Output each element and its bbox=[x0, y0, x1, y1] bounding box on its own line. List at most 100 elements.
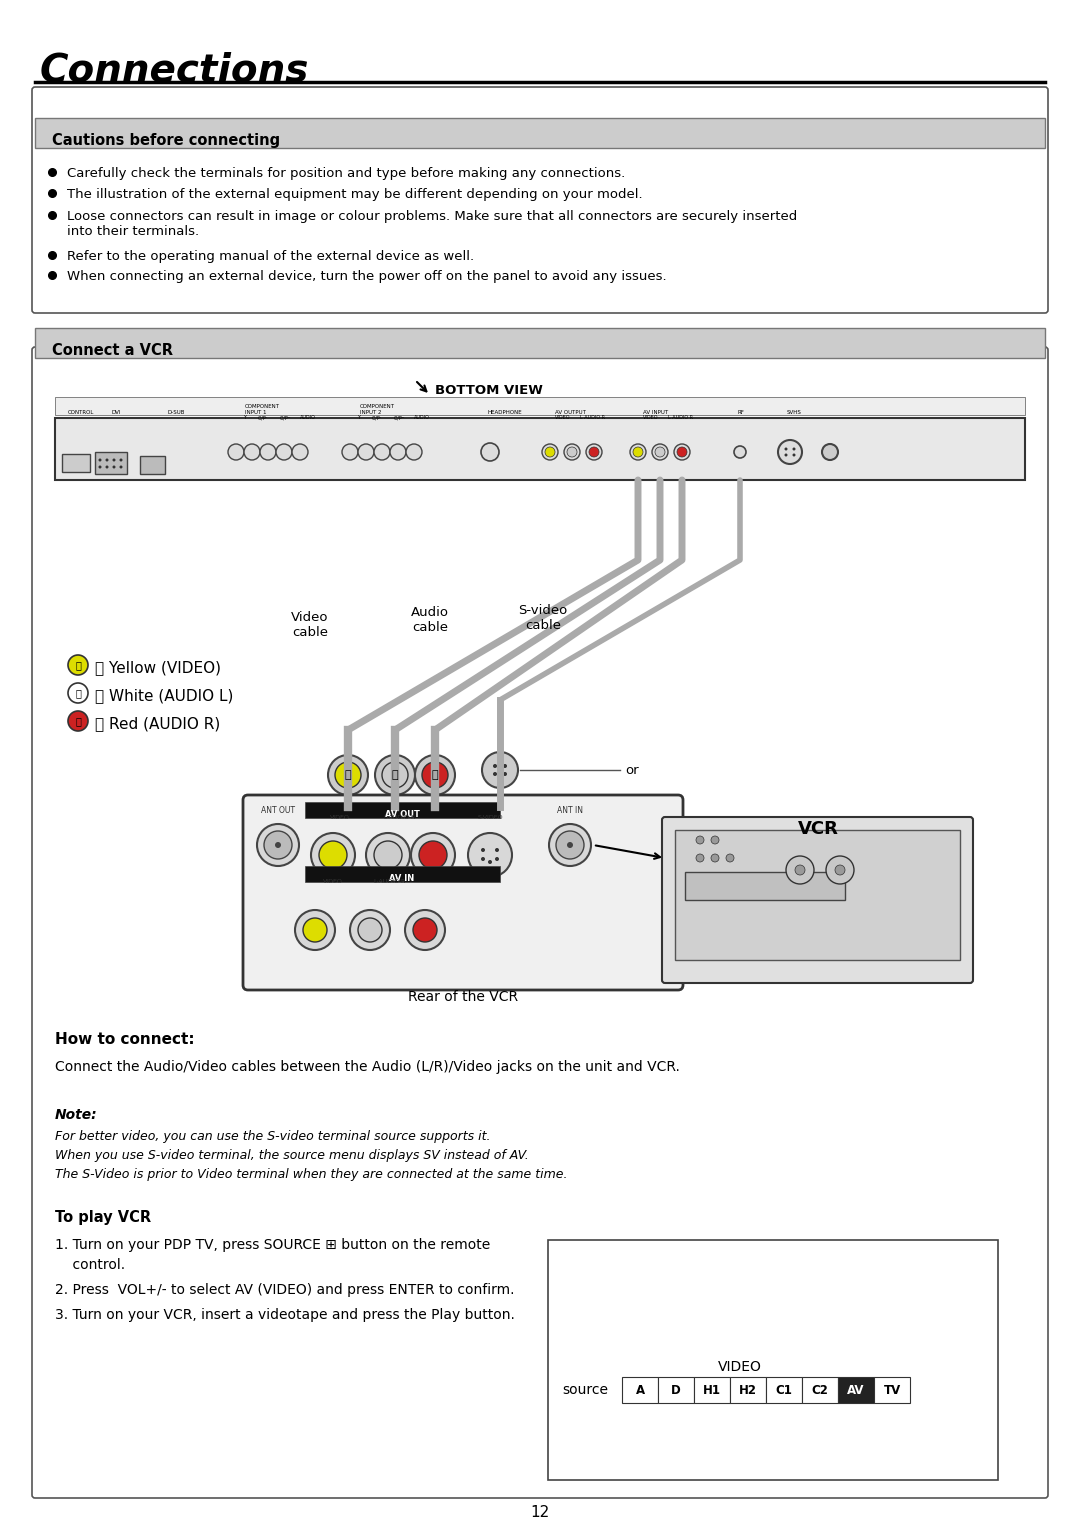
Bar bbox=[838, 1377, 874, 1403]
Circle shape bbox=[549, 825, 591, 866]
Circle shape bbox=[826, 857, 854, 884]
Text: Video
cable: Video cable bbox=[292, 611, 328, 638]
Circle shape bbox=[228, 444, 244, 460]
Circle shape bbox=[374, 444, 390, 460]
Text: VIDEO: VIDEO bbox=[718, 1361, 761, 1374]
Circle shape bbox=[726, 854, 734, 863]
Circle shape bbox=[564, 444, 580, 460]
Circle shape bbox=[311, 834, 355, 876]
Circle shape bbox=[257, 825, 299, 866]
Bar bbox=[95, 452, 127, 473]
Bar bbox=[548, 1240, 998, 1480]
Circle shape bbox=[711, 835, 719, 844]
Circle shape bbox=[778, 440, 802, 464]
Circle shape bbox=[335, 762, 361, 788]
Circle shape bbox=[342, 444, 357, 460]
Text: VIDEO: VIDEO bbox=[330, 815, 350, 820]
Text: D: D bbox=[671, 1383, 680, 1397]
Circle shape bbox=[68, 655, 87, 675]
Circle shape bbox=[357, 918, 382, 942]
Circle shape bbox=[303, 918, 327, 942]
Circle shape bbox=[630, 444, 646, 460]
Text: AV OUTPUT: AV OUTPUT bbox=[555, 411, 585, 415]
Text: L·AUDIO·R: L·AUDIO·R bbox=[383, 815, 416, 820]
Text: VIDEO: VIDEO bbox=[555, 415, 570, 420]
Circle shape bbox=[652, 444, 669, 460]
Circle shape bbox=[292, 444, 308, 460]
Circle shape bbox=[589, 447, 599, 457]
Text: Note:: Note: bbox=[55, 1109, 97, 1122]
Circle shape bbox=[120, 458, 122, 461]
Circle shape bbox=[328, 754, 368, 796]
Text: ⓨ: ⓨ bbox=[76, 660, 81, 670]
Text: AV: AV bbox=[847, 1383, 865, 1397]
Circle shape bbox=[786, 857, 814, 884]
Text: ⓨ Yellow (VIDEO): ⓨ Yellow (VIDEO) bbox=[95, 660, 221, 675]
Bar bbox=[140, 457, 165, 473]
Circle shape bbox=[411, 834, 455, 876]
Text: HEADPHONE: HEADPHONE bbox=[487, 411, 522, 415]
Text: ⓦ: ⓦ bbox=[392, 770, 399, 780]
FancyBboxPatch shape bbox=[243, 796, 683, 989]
Text: AUDIO: AUDIO bbox=[414, 415, 430, 420]
Text: 3. Turn on your VCR, insert a videotape and press the Play button.: 3. Turn on your VCR, insert a videotape … bbox=[55, 1309, 515, 1322]
Circle shape bbox=[793, 447, 796, 450]
Bar bbox=[694, 1377, 730, 1403]
Text: VIDEO: VIDEO bbox=[323, 880, 343, 884]
Circle shape bbox=[795, 864, 805, 875]
Bar bbox=[874, 1377, 910, 1403]
Circle shape bbox=[422, 762, 448, 788]
Text: Rear of the VCR: Rear of the VCR bbox=[408, 989, 518, 1003]
Circle shape bbox=[503, 764, 507, 768]
Circle shape bbox=[784, 447, 787, 450]
Text: H2: H2 bbox=[739, 1383, 757, 1397]
Text: BOTTOM VIEW: BOTTOM VIEW bbox=[435, 383, 543, 397]
Circle shape bbox=[112, 458, 116, 461]
Circle shape bbox=[793, 454, 796, 457]
Circle shape bbox=[822, 444, 838, 460]
Bar bbox=[62, 454, 90, 472]
Bar bbox=[305, 802, 500, 818]
Circle shape bbox=[734, 446, 746, 458]
Text: AV INPUT: AV INPUT bbox=[643, 411, 669, 415]
Text: A: A bbox=[635, 1383, 645, 1397]
Text: How to connect:: How to connect: bbox=[55, 1032, 194, 1048]
Text: L AUDIO R: L AUDIO R bbox=[669, 415, 693, 420]
Text: C2: C2 bbox=[811, 1383, 828, 1397]
Text: Connect a VCR: Connect a VCR bbox=[52, 344, 173, 357]
Bar bbox=[730, 1377, 766, 1403]
Circle shape bbox=[481, 443, 499, 461]
Bar bbox=[35, 328, 1045, 357]
Text: Y: Y bbox=[357, 415, 360, 420]
Circle shape bbox=[711, 854, 719, 863]
Text: Ⓡ Red (AUDIO R): Ⓡ Red (AUDIO R) bbox=[95, 716, 220, 731]
Text: Cᴵ/Pᴹ: Cᴵ/Pᴹ bbox=[394, 415, 405, 420]
Circle shape bbox=[567, 841, 573, 847]
Circle shape bbox=[492, 764, 497, 768]
Circle shape bbox=[375, 754, 415, 796]
Circle shape bbox=[586, 444, 602, 460]
Bar bbox=[305, 866, 500, 883]
Text: COMPONENT
INPUT 1: COMPONENT INPUT 1 bbox=[245, 405, 280, 415]
Text: The illustration of the external equipment may be different depending on your mo: The illustration of the external equipme… bbox=[67, 188, 643, 202]
Circle shape bbox=[120, 466, 122, 469]
Bar bbox=[802, 1377, 838, 1403]
Circle shape bbox=[366, 834, 410, 876]
Text: S-VIDEO: S-VIDEO bbox=[477, 815, 503, 820]
Circle shape bbox=[503, 773, 507, 776]
Text: To play VCR: To play VCR bbox=[55, 1209, 151, 1225]
Text: AV IN: AV IN bbox=[390, 873, 415, 883]
Text: L AUDIO R: L AUDIO R bbox=[580, 415, 605, 420]
Bar bbox=[55, 397, 1025, 415]
Text: AUDIO: AUDIO bbox=[300, 415, 315, 420]
Text: Cᴵ/Pᴹ: Cᴵ/Pᴹ bbox=[280, 415, 292, 420]
Circle shape bbox=[674, 444, 690, 460]
Text: Connections: Connections bbox=[40, 52, 309, 90]
Text: When connecting an external device, turn the power off on the panel to avoid any: When connecting an external device, turn… bbox=[67, 270, 666, 282]
Text: RF: RF bbox=[737, 411, 744, 415]
Circle shape bbox=[419, 841, 447, 869]
Circle shape bbox=[556, 831, 584, 860]
Bar bbox=[55, 418, 1025, 479]
Circle shape bbox=[633, 447, 643, 457]
Text: VCR: VCR bbox=[797, 820, 838, 838]
